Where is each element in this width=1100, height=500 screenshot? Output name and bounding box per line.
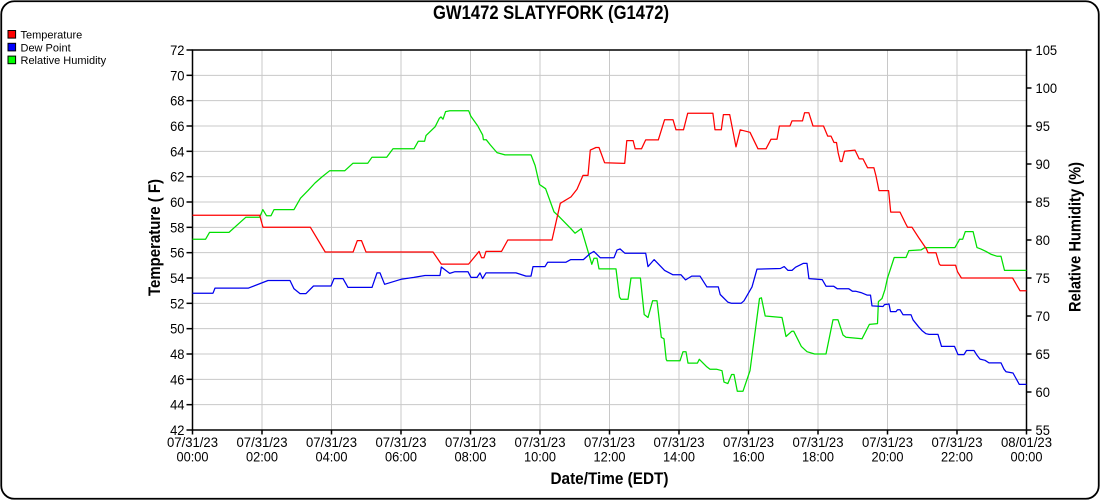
svg-text:Temperature: Temperature bbox=[21, 30, 83, 42]
svg-text:85: 85 bbox=[1036, 194, 1051, 210]
svg-text:50: 50 bbox=[170, 321, 185, 337]
svg-text:08/01/23: 08/01/23 bbox=[1001, 434, 1052, 450]
svg-text:60: 60 bbox=[1036, 384, 1051, 400]
svg-text:04:00: 04:00 bbox=[316, 449, 348, 465]
svg-text:14:00: 14:00 bbox=[663, 449, 695, 465]
svg-text:07/31/23: 07/31/23 bbox=[862, 434, 913, 450]
svg-text:07/31/23: 07/31/23 bbox=[515, 434, 566, 450]
svg-text:75: 75 bbox=[1036, 270, 1051, 286]
svg-text:70: 70 bbox=[1036, 308, 1051, 324]
svg-text:07/31/23: 07/31/23 bbox=[306, 434, 357, 450]
svg-text:62: 62 bbox=[170, 169, 185, 185]
svg-text:66: 66 bbox=[170, 118, 185, 134]
svg-text:90: 90 bbox=[1036, 156, 1051, 172]
svg-text:07/31/23: 07/31/23 bbox=[654, 434, 705, 450]
svg-text:44: 44 bbox=[170, 397, 185, 413]
svg-text:07/31/23: 07/31/23 bbox=[237, 434, 288, 450]
svg-text:20:00: 20:00 bbox=[872, 449, 904, 465]
svg-text:22:00: 22:00 bbox=[941, 449, 973, 465]
svg-text:16:00: 16:00 bbox=[733, 449, 765, 465]
svg-text:48: 48 bbox=[170, 346, 185, 362]
svg-text:80: 80 bbox=[1036, 232, 1051, 248]
svg-text:18:00: 18:00 bbox=[802, 449, 834, 465]
svg-text:72: 72 bbox=[170, 42, 185, 58]
svg-text:105: 105 bbox=[1036, 42, 1058, 58]
svg-text:Dew Point: Dew Point bbox=[21, 42, 71, 54]
svg-text:58: 58 bbox=[170, 219, 185, 235]
svg-text:07/31/23: 07/31/23 bbox=[932, 434, 983, 450]
svg-text:52: 52 bbox=[170, 295, 185, 311]
svg-text:68: 68 bbox=[170, 93, 185, 109]
svg-text:70: 70 bbox=[170, 67, 185, 83]
svg-text:Relative Humidity: Relative Humidity bbox=[21, 55, 107, 67]
svg-text:07/31/23: 07/31/23 bbox=[167, 434, 218, 450]
svg-text:64: 64 bbox=[170, 143, 185, 159]
svg-text:Relative Humidity (%): Relative Humidity (%) bbox=[1066, 162, 1085, 312]
svg-text:07/31/23: 07/31/23 bbox=[793, 434, 844, 450]
svg-text:95: 95 bbox=[1036, 118, 1051, 134]
svg-text:54: 54 bbox=[170, 270, 185, 286]
svg-text:Temperature ( F): Temperature ( F) bbox=[145, 179, 164, 296]
svg-text:07/31/23: 07/31/23 bbox=[584, 434, 635, 450]
svg-text:00:00: 00:00 bbox=[177, 449, 209, 465]
svg-text:07/31/23: 07/31/23 bbox=[376, 434, 427, 450]
svg-text:Date/Time (EDT): Date/Time (EDT) bbox=[551, 470, 669, 488]
svg-text:06:00: 06:00 bbox=[385, 449, 417, 465]
svg-text:65: 65 bbox=[1036, 346, 1051, 362]
svg-text:12:00: 12:00 bbox=[594, 449, 626, 465]
svg-text:07/31/23: 07/31/23 bbox=[445, 434, 496, 450]
svg-text:00:00: 00:00 bbox=[1011, 449, 1043, 465]
svg-text:55: 55 bbox=[1036, 422, 1051, 438]
svg-text:100: 100 bbox=[1036, 80, 1058, 96]
svg-text:07/31/23: 07/31/23 bbox=[723, 434, 774, 450]
svg-text:56: 56 bbox=[170, 245, 185, 261]
svg-text:42: 42 bbox=[170, 422, 185, 438]
svg-text:10:00: 10:00 bbox=[524, 449, 556, 465]
svg-text:02:00: 02:00 bbox=[246, 449, 278, 465]
svg-text:46: 46 bbox=[170, 371, 185, 387]
svg-text:GW1472 SLATYFORK (G1472): GW1472 SLATYFORK (G1472) bbox=[433, 3, 669, 24]
svg-text:60: 60 bbox=[170, 194, 185, 210]
svg-text:08:00: 08:00 bbox=[455, 449, 487, 465]
